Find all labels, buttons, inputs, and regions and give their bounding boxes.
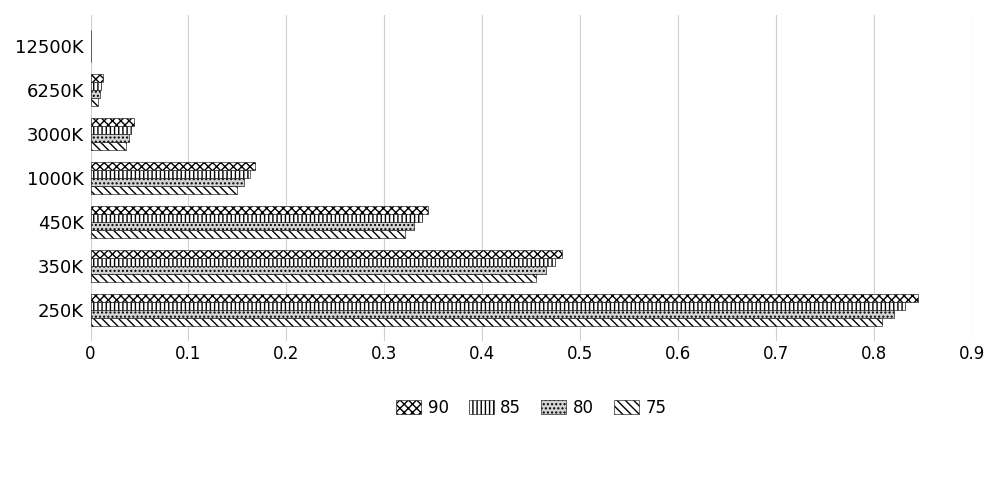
Bar <box>91 170 250 178</box>
Bar <box>91 302 905 310</box>
Bar <box>91 141 126 149</box>
Bar <box>91 206 428 214</box>
Bar <box>91 134 129 141</box>
Bar <box>91 230 405 238</box>
Bar <box>91 74 103 82</box>
Bar <box>91 294 918 302</box>
Bar <box>91 82 101 90</box>
Bar <box>91 186 237 194</box>
Bar <box>91 178 244 186</box>
Bar <box>91 222 414 230</box>
Bar <box>91 266 546 274</box>
Bar <box>91 318 882 326</box>
Bar <box>91 126 131 134</box>
Bar <box>91 258 555 266</box>
Bar <box>91 274 536 282</box>
Bar <box>91 118 134 126</box>
Bar <box>91 214 422 222</box>
Legend: 90, 85, 80, 75: 90, 85, 80, 75 <box>389 392 673 423</box>
Bar <box>91 162 255 170</box>
Bar <box>91 90 100 98</box>
Bar <box>91 310 894 318</box>
Bar <box>91 250 562 258</box>
Bar <box>91 98 98 106</box>
